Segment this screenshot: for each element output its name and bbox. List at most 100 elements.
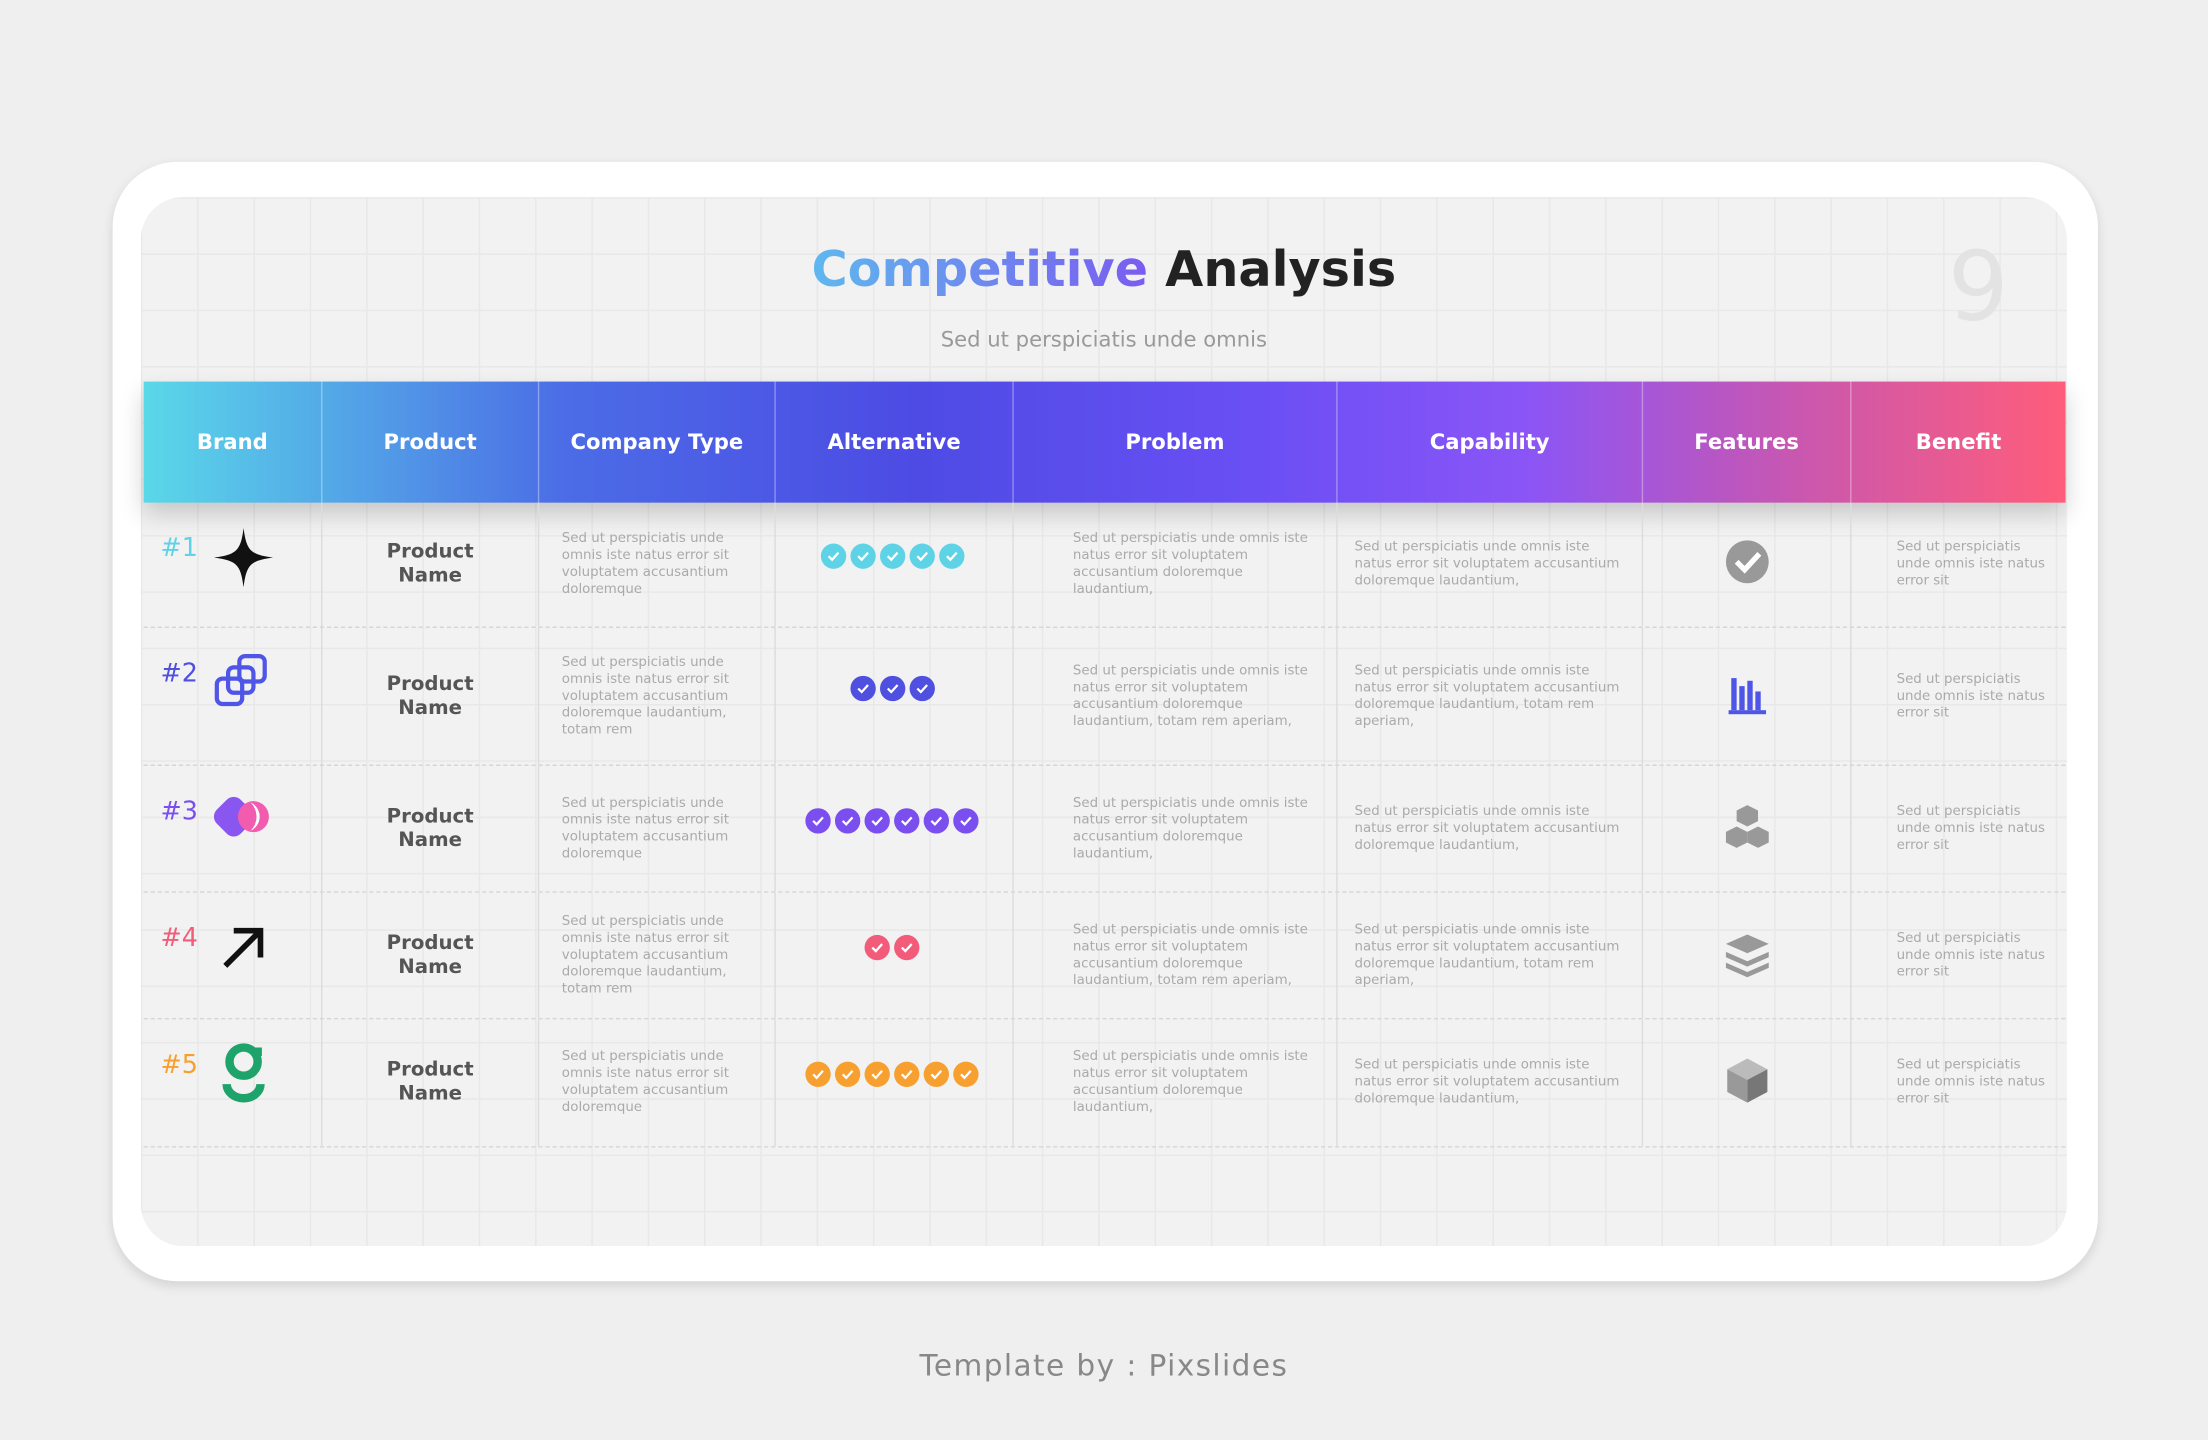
company-type: Sed ut perspiciatis unde omnis iste natu… bbox=[561, 794, 730, 861]
feature-icon bbox=[1720, 799, 1774, 858]
subtitle: Sed ut perspiciatis unde omnis bbox=[940, 326, 1267, 352]
check bbox=[908, 675, 935, 701]
table-cell: Product Name bbox=[322, 892, 540, 1018]
table-cell: Sed ut perspiciatis unde omnis iste natu… bbox=[1852, 1019, 2066, 1146]
table-body: #1 Product Name Sed ut perspiciatis unde o… bbox=[143, 502, 2066, 1148]
benefit: Sed ut perspiciatis unde omnis iste natu… bbox=[1896, 1057, 2045, 1107]
column-header: Problem bbox=[1014, 381, 1338, 503]
table-row: #5 Product Name Sed ut perspiciatis unde o… bbox=[143, 1019, 2066, 1148]
product-name: Product Name bbox=[386, 540, 474, 588]
table-cell bbox=[1643, 627, 1852, 765]
table-cell: Sed ut perspiciatis unde omnis iste natu… bbox=[539, 627, 776, 765]
column-header: Company Type bbox=[539, 381, 776, 503]
table-cell: Sed ut perspiciatis unde omnis iste natu… bbox=[1014, 627, 1338, 765]
table-row: #3 Product Name Sed ut perspiciatis unde o… bbox=[143, 765, 2066, 893]
table-cell bbox=[1643, 765, 1852, 892]
rating bbox=[864, 934, 924, 960]
problem: Sed ut perspiciatis unde omnis iste natu… bbox=[1072, 1048, 1308, 1116]
column-header: Capability bbox=[1338, 381, 1644, 503]
table-cell: Product Name bbox=[322, 765, 540, 892]
check bbox=[849, 675, 876, 701]
benefit: Sed ut perspiciatis unde omnis iste natu… bbox=[1896, 929, 2045, 980]
rating bbox=[820, 543, 968, 569]
check bbox=[908, 543, 935, 569]
table-cell: Sed ut perspiciatis unde omnis iste natu… bbox=[1338, 765, 1644, 892]
table-cell: #2 bbox=[144, 627, 323, 765]
product-name: Product Name bbox=[386, 672, 474, 719]
table-cell: Product Name bbox=[322, 627, 540, 765]
problem: Sed ut perspiciatis unde omnis iste natu… bbox=[1072, 921, 1308, 988]
table-cell: Sed ut perspiciatis unde omnis iste natu… bbox=[1852, 628, 2066, 765]
table-cell bbox=[1643, 502, 1852, 627]
table-cell: Sed ut perspiciatis unde omnis iste natu… bbox=[1852, 503, 2066, 627]
check bbox=[834, 807, 861, 833]
check bbox=[879, 675, 905, 701]
feature-icon bbox=[1720, 926, 1774, 985]
check bbox=[864, 807, 890, 833]
table-cell bbox=[1643, 1019, 1852, 1147]
company-type: Sed ut perspiciatis unde omnis iste natu… bbox=[561, 654, 730, 738]
table-cell: Sed ut perspiciatis unde omnis iste natu… bbox=[539, 892, 776, 1018]
benefit: Sed ut perspiciatis unde omnis iste natu… bbox=[1896, 803, 2045, 853]
table-cell: Sed ut perspiciatis unde omnis iste natu… bbox=[1852, 893, 2066, 1018]
rank: #3 bbox=[160, 796, 198, 827]
table-cell: Sed ut perspiciatis unde omnis iste natu… bbox=[1852, 766, 2066, 891]
table-cell: Product Name bbox=[322, 1019, 540, 1147]
title-part: Competitive bbox=[811, 242, 1149, 299]
column-header: Brand bbox=[144, 381, 323, 503]
table-cell bbox=[776, 502, 1014, 627]
column-header: Product bbox=[322, 381, 540, 503]
check bbox=[820, 543, 846, 569]
check bbox=[879, 543, 905, 569]
company-type: Sed ut perspiciatis unde omnis iste natu… bbox=[561, 913, 730, 997]
table-cell: Sed ut perspiciatis unde omnis iste natu… bbox=[1014, 502, 1338, 627]
feature-icon bbox=[1720, 667, 1774, 726]
feature-icon bbox=[1720, 1053, 1774, 1112]
check bbox=[849, 543, 876, 569]
table-cell: Sed ut perspiciatis unde omnis iste natu… bbox=[1338, 502, 1644, 627]
table-cell: Sed ut perspiciatis unde omnis iste natu… bbox=[1014, 892, 1338, 1018]
product-name: Product Name bbox=[386, 931, 474, 978]
rank: #4 bbox=[160, 923, 198, 954]
product-name: Product Name bbox=[386, 804, 474, 852]
check bbox=[894, 807, 920, 833]
company-type: Sed ut perspiciatis unde omnis iste natu… bbox=[561, 530, 730, 597]
table-cell: #5 bbox=[144, 1019, 323, 1147]
capability: Sed ut perspiciatis unde omnis iste natu… bbox=[1354, 1057, 1620, 1107]
benefit: Sed ut perspiciatis unde omnis iste natu… bbox=[1896, 670, 2045, 721]
check bbox=[923, 1061, 949, 1087]
rank: #1 bbox=[160, 533, 198, 564]
table-cell bbox=[776, 1019, 1014, 1147]
table-cell: Sed ut perspiciatis unde omnis iste natu… bbox=[539, 765, 776, 892]
column-header: Alternative bbox=[776, 381, 1014, 503]
check bbox=[834, 1061, 861, 1087]
rating bbox=[805, 807, 982, 833]
table-row: #1 Product Name Sed ut perspiciatis unde o… bbox=[143, 502, 2066, 628]
table-cell: Sed ut perspiciatis unde omnis iste natu… bbox=[539, 1019, 776, 1147]
table-cell: #1 bbox=[144, 502, 323, 627]
table-cell bbox=[776, 627, 1014, 765]
brand-logo bbox=[208, 1039, 278, 1115]
table-cell: Sed ut perspiciatis unde omnis iste natu… bbox=[1014, 1019, 1338, 1147]
title: Competitive Analysis bbox=[0, 242, 2208, 298]
check bbox=[894, 934, 920, 960]
table-cell: Sed ut perspiciatis unde omnis iste natu… bbox=[1338, 1019, 1644, 1147]
check bbox=[864, 1061, 890, 1087]
benefit: Sed ut perspiciatis unde omnis iste natu… bbox=[1896, 539, 2045, 589]
rank: #2 bbox=[160, 658, 198, 689]
check bbox=[953, 1061, 979, 1087]
brand-logo bbox=[208, 912, 278, 988]
footer: Template by : Pixslides bbox=[919, 1348, 1289, 1383]
table-cell: #3 bbox=[144, 765, 323, 892]
check bbox=[953, 807, 979, 833]
check bbox=[805, 807, 831, 833]
capability: Sed ut perspiciatis unde omnis iste natu… bbox=[1354, 921, 1620, 988]
problem: Sed ut perspiciatis unde omnis iste natu… bbox=[1072, 662, 1308, 729]
capability: Sed ut perspiciatis unde omnis iste natu… bbox=[1354, 662, 1620, 729]
capability: Sed ut perspiciatis unde omnis iste natu… bbox=[1354, 539, 1620, 589]
table-header: Brand Product Company Type Alternative Probl… bbox=[143, 381, 2066, 503]
brand-logo bbox=[208, 522, 278, 598]
column-header: Features bbox=[1643, 381, 1852, 503]
